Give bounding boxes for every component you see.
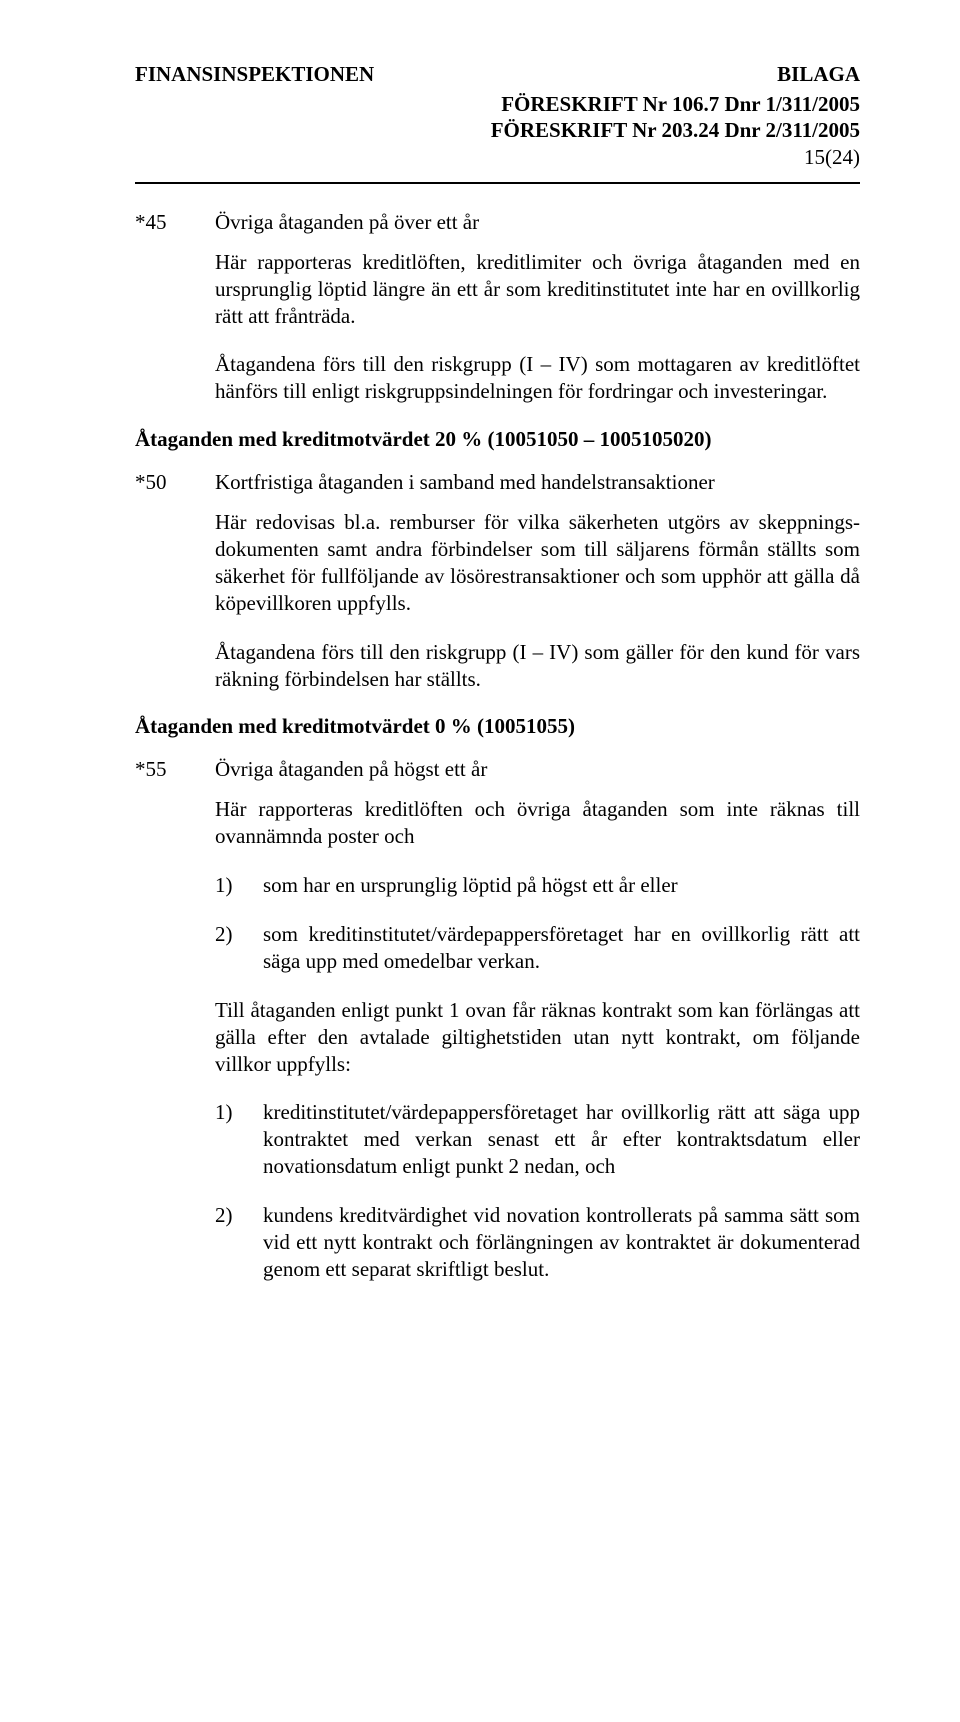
entry-title: Kortfristiga åtaganden i samband med han…: [215, 470, 715, 495]
entry-code: *50: [135, 470, 215, 495]
paragraph: Här redovisas bl.a. remburser för vilka …: [215, 509, 860, 617]
list-number: 1): [215, 872, 263, 899]
header-pageno: 15(24): [135, 144, 860, 170]
header-sub: FÖRESKRIFT Nr 106.7 Dnr 1/311/2005 FÖRES…: [135, 91, 860, 170]
entry-55: *55 Övriga åtaganden på högst ett år: [135, 757, 860, 782]
paragraph: Här rapporteras kreditlöften, kreditlimi…: [215, 249, 860, 330]
header-row: FINANSINSPEKTIONEN BILAGA: [135, 62, 860, 87]
entry-50-body: Här redovisas bl.a. remburser för vilka …: [215, 509, 860, 692]
section-heading-0: Åtaganden med kreditmotvärdet 0 % (10051…: [135, 714, 860, 739]
header-line2: FÖRESKRIFT Nr 203.24 Dnr 2/311/2005: [135, 117, 860, 143]
header-right: BILAGA: [777, 62, 860, 87]
entry-55-body: Här rapporteras kreditlöften och övriga …: [215, 796, 860, 850]
paragraph: Åtagandena förs till den riskgrupp (I – …: [215, 639, 860, 693]
header-left: FINANSINSPEKTIONEN: [135, 62, 374, 87]
divider: [135, 182, 860, 184]
numbered-list: 1) som har en ursprunglig löptid på högs…: [215, 872, 860, 975]
entry-55-body2: Till åtaganden enligt punkt 1 ovan får r…: [215, 997, 860, 1078]
entry-50: *50 Kortfristiga åtaganden i samband med…: [135, 470, 860, 495]
list-text: som kreditinstitutet/värdepappersföretag…: [263, 921, 860, 975]
list-number: 2): [215, 1202, 263, 1283]
entry-code: *45: [135, 210, 215, 235]
list-number: 2): [215, 921, 263, 975]
entry-45-body: Här rapporteras kreditlöften, kreditlimi…: [215, 249, 860, 405]
list-item: 2) kundens kreditvärdighet vid novation …: [215, 1202, 860, 1283]
paragraph: Här rapporteras kreditlöften och övriga …: [215, 796, 860, 850]
list-text: kreditinstitutet/värdepappersföretaget h…: [263, 1099, 860, 1180]
entry-title: Övriga åtaganden på högst ett år: [215, 757, 487, 782]
paragraph: Åtagandena förs till den riskgrupp (I – …: [215, 351, 860, 405]
header-line1: FÖRESKRIFT Nr 106.7 Dnr 1/311/2005: [135, 91, 860, 117]
list-text: kundens kreditvärdighet vid novation kon…: [263, 1202, 860, 1283]
list-item: 2) som kreditinstitutet/värdepappersföre…: [215, 921, 860, 975]
list-number: 1): [215, 1099, 263, 1180]
list-item: 1) som har en ursprunglig löptid på högs…: [215, 872, 860, 899]
entry-code: *55: [135, 757, 215, 782]
paragraph: Till åtaganden enligt punkt 1 ovan får r…: [215, 997, 860, 1078]
section-heading-20: Åtaganden med kreditmotvärdet 20 % (1005…: [135, 427, 860, 452]
entry-title: Övriga åtaganden på över ett år: [215, 210, 479, 235]
numbered-list-2: 1) kreditinstitutet/värdepappersföretage…: [215, 1099, 860, 1282]
list-item: 1) kreditinstitutet/värdepappersföretage…: [215, 1099, 860, 1180]
entry-45: *45 Övriga åtaganden på över ett år: [135, 210, 860, 235]
page: FINANSINSPEKTIONEN BILAGA FÖRESKRIFT Nr …: [0, 0, 960, 1385]
list-text: som har en ursprunglig löptid på högst e…: [263, 872, 860, 899]
